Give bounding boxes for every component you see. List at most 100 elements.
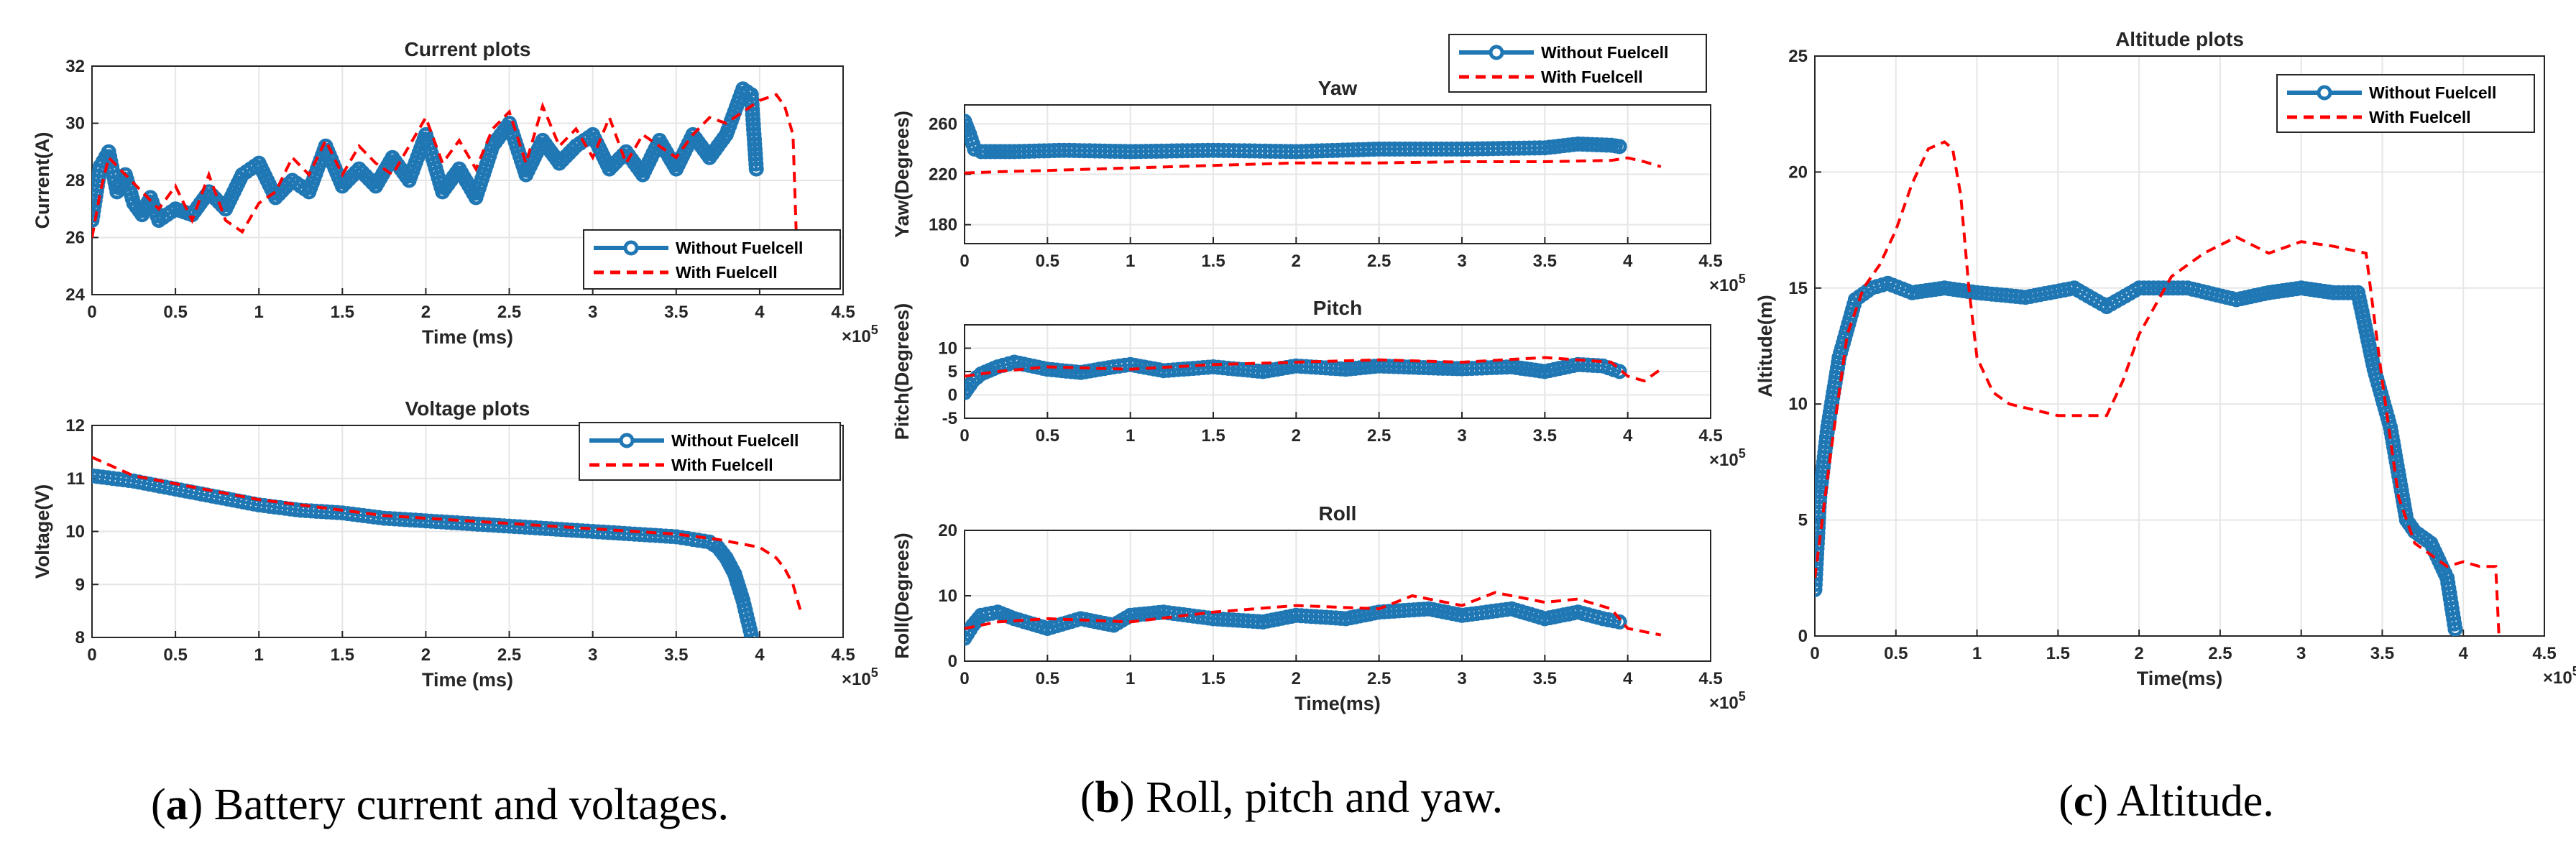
legend: Without Fuelcell With Fuelcell [2276,74,2535,133]
y-tick-label: 8 [75,628,85,647]
x-axis-label: Time(ms) [1294,693,1381,714]
y-tick-label: 0 [948,652,957,671]
x-exponent-label: ×105 [842,323,878,346]
y-tick-label: 5 [948,362,957,382]
roll-grid [965,530,1711,661]
series-without-fuelcell [965,114,1627,160]
y-axis-label: Pitch(Degrees) [891,303,913,441]
x-tick-label: 1 [1126,669,1135,688]
series-without-fuelcell [92,468,759,637]
series-point [1611,614,1627,630]
x-tick-label: 0.5 [1884,644,1908,663]
series-with-fuelcell [965,156,1662,175]
legend-label-with: With Fuelcell [671,456,773,474]
x-axis-label: Time(ms) [2137,668,2223,689]
subfigure-caption: (a) Battery current and voltages. [151,780,729,829]
series-with-fuelcell [965,591,1662,637]
x-tick-label: 4 [755,303,765,322]
chart-title: Roll [1319,502,1357,525]
x-tick-label: 0 [87,645,96,665]
legend-label-with: With Fuelcell [2369,108,2471,126]
yaw-grid [965,105,1711,244]
y-tick-label: 12 [65,416,85,435]
x-tick-label: 3.5 [1533,252,1557,271]
series-point [743,627,759,637]
y-tick-label: 10 [65,522,85,542]
legend-label-without: Without Fuelcell [2369,83,2496,102]
y-tick-label: 10 [938,339,957,359]
y-axis-label: Altitude(m) [1754,295,1776,397]
legend-marker-icon [1489,45,1504,60]
x-exponent-label: ×105 [842,665,878,689]
x-exponent-label: ×105 [1709,272,1746,295]
legend: Without Fuelcell With Fuelcell [583,229,841,290]
y-axis-label: Voltage(V) [32,484,53,579]
current-chart: 0 0.5 1 1.5 2 2.5 3 3.5 4 4.5 24 26 28 30 32 ×105 Curren… [32,38,878,348]
x-exponent-label: ×105 [2543,664,2576,688]
x-exponent-label: ×105 [1709,446,1746,470]
legend-box [579,422,841,481]
altitude-axes-box [1814,55,2545,637]
series-line [965,591,1662,637]
pitch-chart: 0 0.5 1 1.5 2 2.5 3 3.5 4 4.5-50510×105PitchPitch… [891,297,1746,470]
series-line [965,356,1662,383]
voltage-chart: 0 0.5 1 1.5 2 2.5 3 3.5 4 4.5 8 9 10 11 12 ×105 Voltage … [32,397,878,691]
y-tick-label: 20 [1788,162,1808,182]
x-tick-label: 3.5 [664,303,688,322]
chart-title: Altitude plots [2115,28,2244,50]
x-tick-label: 4.5 [831,645,855,665]
series-with-fuelcell [92,93,798,238]
legend-label-with: With Fuelcell [1541,68,1643,86]
x-tick-label: 3.5 [2370,644,2394,663]
x-tick-label: 4.5 [1698,252,1722,271]
y-tick-label: 260 [929,114,957,134]
x-tick-label: 1.5 [331,645,354,665]
x-tick-label: 0.5 [1036,426,1059,446]
x-tick-label: 3 [588,645,597,665]
chart-title: Voltage plots [405,397,530,420]
legend-box [583,229,841,290]
chart-title: Yaw [1318,77,1358,99]
x-tick-label: 3.5 [1533,669,1557,688]
x-tick-label: 2 [1292,669,1301,688]
x-tick-label: 3.5 [1533,426,1557,446]
y-tick-label: 10 [1788,395,1808,414]
series-line [92,474,753,635]
y-tick-label: 32 [65,57,85,76]
series-point [1611,364,1627,379]
legend-label-without: Without Fuelcell [671,431,799,450]
x-tick-label: 0 [1810,644,1819,663]
legend-marker-icon [619,433,635,448]
x-tick-label: 1.5 [1201,252,1225,271]
y-axis-label: Roll(Degrees) [891,533,913,659]
legend: Without Fuelcell With Fuelcell [1448,34,1707,93]
y-tick-label: 24 [65,285,85,305]
y-tick-label: 15 [1788,279,1808,298]
x-tick-label: 2 [2134,644,2143,663]
y-axis-label: Yaw(Degrees) [891,111,913,238]
x-tick-label: 1.5 [2046,644,2070,663]
x-tick-label: 3 [2296,644,2306,663]
y-tick-label: 0 [948,386,957,405]
y-tick-label: 220 [929,165,957,185]
y-tick-label: 30 [65,114,85,134]
x-tick-label: 0 [960,669,969,688]
x-tick-label: 4.5 [831,303,855,322]
x-tick-label: 4 [1623,426,1633,446]
series-with-fuelcell [965,356,1662,383]
x-tick-label: 2.5 [2208,644,2232,663]
x-tick-label: 4.5 [2532,644,2556,663]
x-tick-label: 4 [1623,669,1633,688]
x-tick-label: 4 [1623,252,1633,271]
y-axis-label: Current(A) [32,132,53,229]
x-tick-label: 1 [1126,426,1135,446]
x-tick-label: 3 [588,303,597,322]
x-tick-label: 1.5 [331,303,354,322]
subfigure-caption: (b) Roll, pitch and yaw. [1080,773,1503,822]
x-tick-label: 1 [254,645,264,665]
y-tick-label: 10 [938,586,957,606]
y-tick-label: 180 [929,216,957,235]
x-axis-label: Time (ms) [422,669,513,691]
x-tick-label: 2 [421,303,431,322]
